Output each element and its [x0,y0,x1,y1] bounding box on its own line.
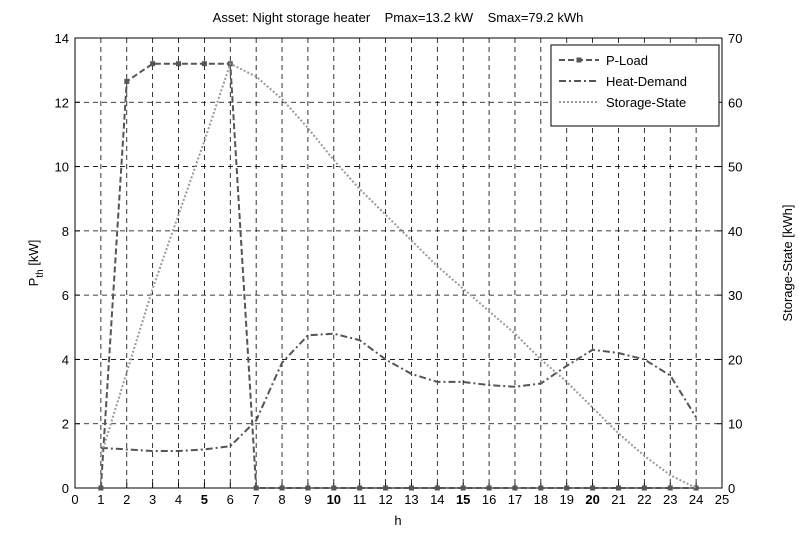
marker [408,485,414,491]
y2-tick-label: 20 [728,352,742,367]
marker [641,485,647,491]
x-tick-label: 22 [637,492,651,507]
y2-tick-label: 60 [728,95,742,110]
marker [150,61,156,67]
y-label-sub: th [35,269,46,277]
x-tick-label: 15 [456,492,470,507]
y2-tick-label: 10 [728,417,742,432]
y2-tick-label: 70 [728,31,742,46]
y-label-unit: [kW] [26,240,41,270]
series-line [99,62,697,489]
series-line [100,332,697,453]
x-tick-label: 19 [559,492,573,507]
x-tick-label: 2 [123,492,130,507]
chart-title: Asset: Night storage heater Pmax=13.2 kW… [213,10,584,25]
y-tick-label: 10 [55,160,69,175]
marker [279,485,285,491]
x-tick-label: 14 [430,492,444,507]
x-tick-label: 1 [97,492,104,507]
marker [305,485,311,491]
x-axis-label: h [394,513,401,528]
marker [564,485,570,491]
y2-tick-label: 0 [728,481,735,496]
marker [253,485,259,491]
y-tick-label: 8 [62,224,69,239]
legend-label: Storage-State [606,95,686,110]
marker [176,61,182,67]
legend-label: Heat-Demand [606,74,687,89]
marker [590,485,596,491]
x-tick-label: 3 [149,492,156,507]
y-tick-label: 0 [62,481,69,496]
x-tick-label: 20 [585,492,599,507]
x-tick-label: 8 [278,492,285,507]
marker [201,61,207,67]
x-tick-label: 7 [253,492,260,507]
x-tick-label: 21 [611,492,625,507]
y-tick-label: 12 [55,95,69,110]
marker [98,485,104,491]
legend: P-Load Heat-Demand Storage-State [550,44,720,127]
y2-axis-label: Storage-State [kWh] [780,204,795,321]
marker [486,485,492,491]
y-axis-label: Pth [kW] [26,240,46,287]
x-tick-label: 17 [508,492,522,507]
y-tick-label: 4 [62,352,69,367]
marker [331,485,337,491]
legend-label: P-Load [606,53,648,68]
x-tick-label: 16 [482,492,496,507]
y2-tick-label: 50 [728,160,742,175]
marker [667,485,673,491]
marker [357,485,363,491]
legend-marker [576,57,582,63]
x-tick-label: 13 [404,492,418,507]
marker [538,485,544,491]
x-tick-label: 6 [227,492,234,507]
y-label-main: P [26,278,41,287]
y-tick-label: 14 [55,31,69,46]
y-tick-label: 2 [62,417,69,432]
x-tick-label: 11 [353,492,367,507]
marker [460,485,466,491]
marker [124,78,130,84]
marker [615,485,621,491]
x-tick-label: 18 [534,492,548,507]
y2-tick-label: 40 [728,224,742,239]
marker [512,485,518,491]
x-tick-label: 9 [304,492,311,507]
y-tick-label: 6 [62,288,69,303]
y2-tick-label: 30 [728,288,742,303]
x-tick-label: 24 [689,492,703,507]
x-tick-label: 0 [71,492,78,507]
series-line [99,62,697,489]
x-tick-label: 25 [715,492,729,507]
x-tick-label: 12 [378,492,392,507]
x-tick-label: 23 [663,492,677,507]
marker [693,485,699,491]
x-tick-label: 10 [327,492,341,507]
x-tick-label: 5 [201,492,208,507]
marker [434,485,440,491]
x-tick-label: 4 [175,492,182,507]
marker [383,485,389,491]
